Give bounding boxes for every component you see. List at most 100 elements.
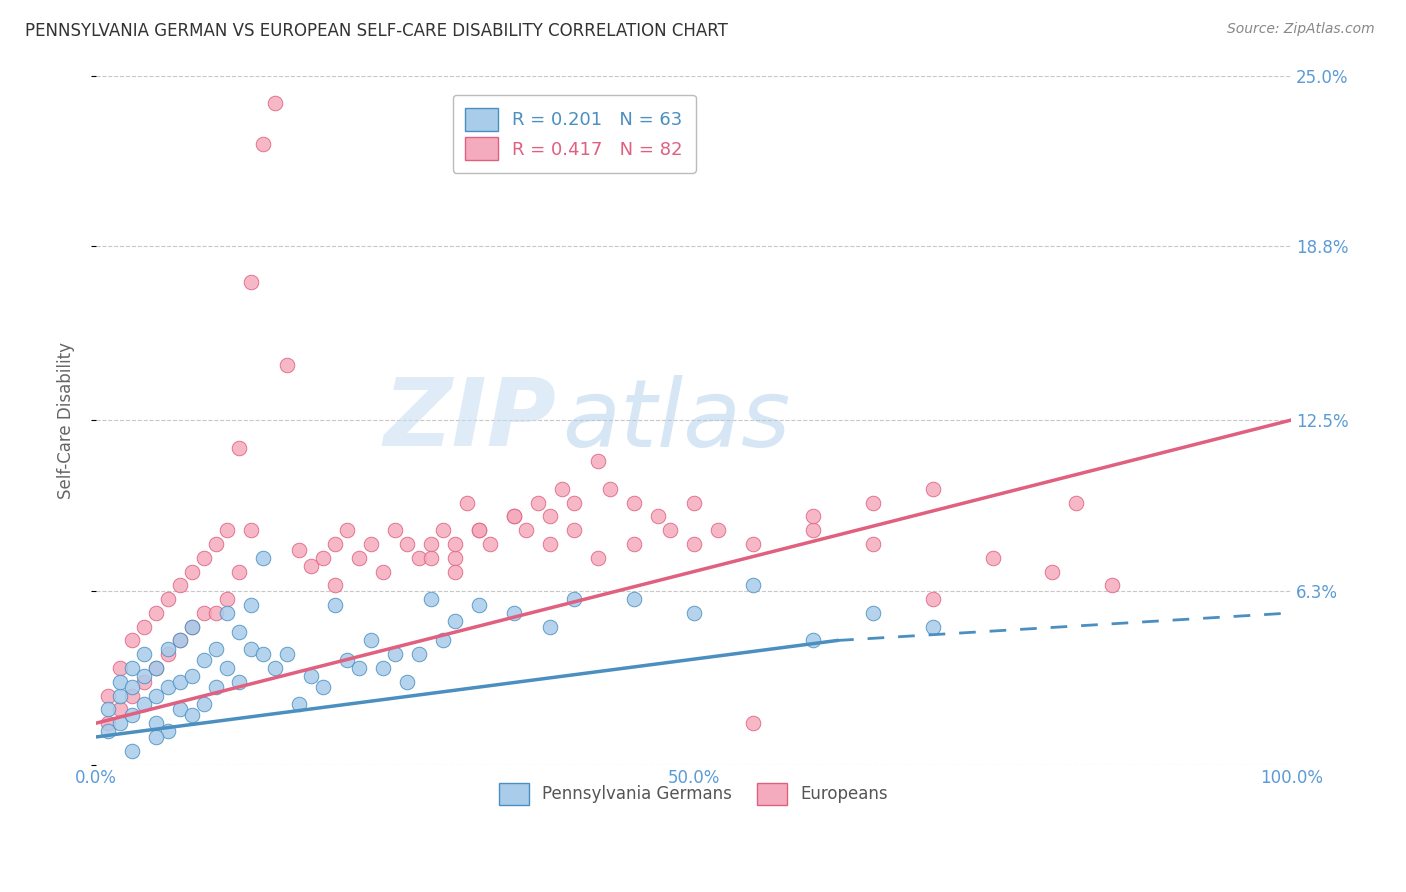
Point — [288, 542, 311, 557]
Point — [97, 724, 120, 739]
Point — [217, 592, 239, 607]
Point — [467, 523, 489, 537]
Point — [193, 550, 215, 565]
Point — [240, 641, 263, 656]
Point — [538, 509, 561, 524]
Point — [121, 707, 143, 722]
Point — [456, 496, 478, 510]
Point — [419, 592, 441, 607]
Point — [169, 633, 191, 648]
Point — [121, 744, 143, 758]
Point — [742, 537, 765, 551]
Point — [515, 523, 537, 537]
Point — [169, 578, 191, 592]
Point — [132, 669, 155, 683]
Point — [132, 647, 155, 661]
Point — [706, 523, 728, 537]
Point — [156, 724, 179, 739]
Point — [586, 550, 609, 565]
Point — [108, 674, 131, 689]
Point — [132, 674, 155, 689]
Point — [336, 523, 359, 537]
Point — [180, 707, 202, 722]
Point — [801, 633, 824, 648]
Point — [371, 661, 394, 675]
Point — [347, 550, 370, 565]
Point — [121, 661, 143, 675]
Point — [801, 523, 824, 537]
Point — [384, 647, 406, 661]
Point — [145, 689, 167, 703]
Point — [408, 647, 430, 661]
Point — [742, 578, 765, 592]
Point — [503, 606, 526, 620]
Point — [252, 550, 274, 565]
Point — [801, 509, 824, 524]
Point — [204, 681, 226, 695]
Point — [360, 633, 382, 648]
Point — [312, 550, 335, 565]
Point — [562, 523, 585, 537]
Text: PENNSYLVANIA GERMAN VS EUROPEAN SELF-CARE DISABILITY CORRELATION CHART: PENNSYLVANIA GERMAN VS EUROPEAN SELF-CAR… — [25, 22, 728, 40]
Point — [240, 598, 263, 612]
Text: Source: ZipAtlas.com: Source: ZipAtlas.com — [1227, 22, 1375, 37]
Point — [228, 625, 250, 640]
Point — [538, 620, 561, 634]
Point — [180, 620, 202, 634]
Point — [145, 716, 167, 731]
Point — [395, 537, 418, 551]
Point — [108, 716, 131, 731]
Point — [240, 275, 263, 289]
Point — [108, 689, 131, 703]
Point — [742, 716, 765, 731]
Point — [145, 606, 167, 620]
Legend: Pennsylvania Germans, Europeans: Pennsylvania Germans, Europeans — [489, 773, 898, 814]
Point — [169, 702, 191, 716]
Point — [443, 537, 465, 551]
Y-axis label: Self-Care Disability: Self-Care Disability — [58, 342, 75, 499]
Point — [193, 606, 215, 620]
Point — [599, 482, 621, 496]
Point — [981, 550, 1004, 565]
Point — [1064, 496, 1087, 510]
Point — [240, 523, 263, 537]
Point — [432, 523, 454, 537]
Point — [443, 550, 465, 565]
Point — [204, 537, 226, 551]
Point — [658, 523, 681, 537]
Point — [204, 606, 226, 620]
Point — [408, 550, 430, 565]
Point — [97, 716, 120, 731]
Point — [862, 537, 884, 551]
Point — [156, 681, 179, 695]
Point — [121, 681, 143, 695]
Point — [371, 565, 394, 579]
Point — [562, 496, 585, 510]
Point — [228, 674, 250, 689]
Point — [921, 592, 943, 607]
Point — [180, 620, 202, 634]
Point — [443, 614, 465, 628]
Point — [228, 441, 250, 455]
Point — [419, 537, 441, 551]
Point — [264, 661, 287, 675]
Point — [682, 496, 704, 510]
Point — [527, 496, 550, 510]
Point — [443, 565, 465, 579]
Point — [193, 653, 215, 667]
Point — [312, 681, 335, 695]
Point — [145, 730, 167, 744]
Point — [1101, 578, 1123, 592]
Point — [108, 702, 131, 716]
Point — [156, 592, 179, 607]
Point — [288, 697, 311, 711]
Point — [323, 578, 346, 592]
Point — [551, 482, 574, 496]
Point — [169, 674, 191, 689]
Point — [156, 641, 179, 656]
Point — [538, 537, 561, 551]
Point — [503, 509, 526, 524]
Point — [97, 689, 120, 703]
Point — [204, 641, 226, 656]
Point — [586, 454, 609, 468]
